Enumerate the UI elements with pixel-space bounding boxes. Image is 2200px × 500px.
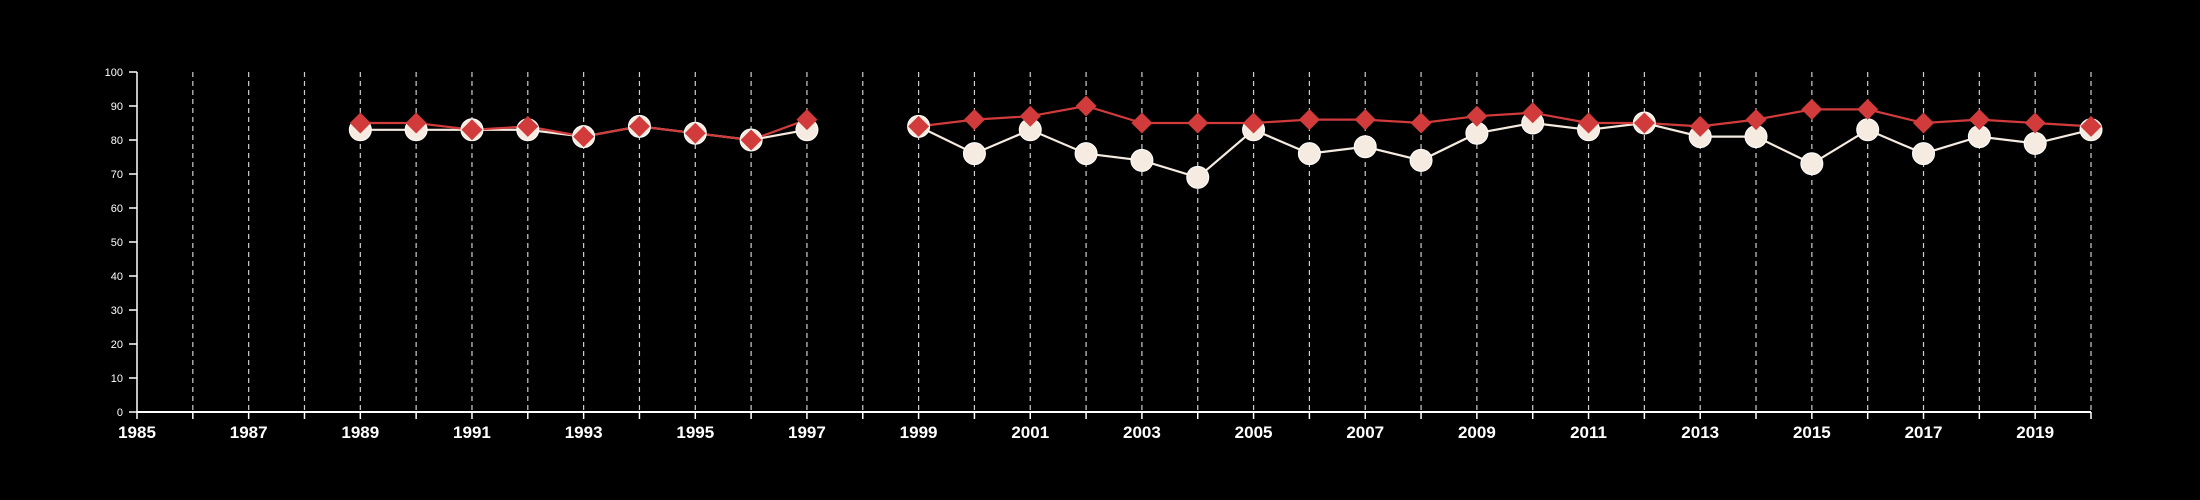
y-tick-label: 50 — [111, 237, 123, 249]
data-point — [1297, 142, 1321, 166]
y-tick-label: 70 — [111, 169, 123, 181]
x-tick-label: 2007 — [1346, 423, 1384, 442]
data-point — [1354, 109, 1376, 131]
y-tick-label: 0 — [117, 407, 123, 419]
data-point — [1466, 105, 1488, 127]
data-point — [1298, 109, 1320, 131]
data-point — [349, 112, 371, 134]
series-2-markers — [349, 95, 2102, 151]
x-tick-label: 2003 — [1123, 423, 1161, 442]
data-point — [1633, 112, 1655, 134]
data-point — [1800, 152, 1824, 176]
data-point — [1410, 112, 1432, 134]
data-point — [1019, 105, 1041, 127]
data-point — [908, 115, 930, 137]
x-tick-label: 2001 — [1011, 423, 1049, 442]
data-point — [1131, 112, 1153, 134]
data-point — [1857, 98, 1879, 120]
data-point — [628, 115, 650, 137]
data-point — [963, 109, 985, 131]
data-point — [1578, 112, 1600, 134]
data-point — [684, 122, 706, 144]
data-point — [1074, 142, 1098, 166]
data-point — [796, 109, 818, 131]
y-tick-label: 30 — [111, 305, 123, 317]
y-tick-label: 40 — [111, 271, 123, 283]
y-tick-label: 100 — [105, 67, 123, 79]
data-point — [740, 129, 762, 151]
data-point — [1353, 135, 1377, 159]
x-tick-label: 1991 — [453, 423, 491, 442]
x-tick-label: 1997 — [788, 423, 826, 442]
x-tick-label: 2011 — [1570, 423, 1607, 442]
data-point — [1801, 98, 1823, 120]
y-tick-label: 20 — [111, 339, 123, 351]
x-tick-label: 1987 — [230, 423, 268, 442]
data-point — [1409, 148, 1433, 172]
data-point — [2024, 112, 2046, 134]
y-tick-label: 60 — [111, 203, 123, 215]
x-tick-label: 2009 — [1458, 423, 1496, 442]
data-point — [1075, 95, 1097, 117]
data-point — [962, 142, 986, 166]
data-point — [1913, 112, 1935, 134]
data-point — [1187, 112, 1209, 134]
data-point — [1689, 115, 1711, 137]
data-point — [2023, 131, 2047, 155]
data-point — [1130, 148, 1154, 172]
data-point — [1745, 109, 1767, 131]
data-point — [2080, 115, 2102, 137]
data-point — [1856, 118, 1880, 142]
data-point — [517, 115, 539, 137]
data-point — [1522, 102, 1544, 124]
data-point — [1912, 142, 1936, 166]
y-tick-label: 10 — [111, 373, 123, 385]
series-2-line-group — [360, 104, 2092, 142]
series-line — [918, 104, 2092, 128]
x-tick-label: 2019 — [2016, 423, 2054, 442]
series — [348, 95, 2103, 189]
data-point — [405, 112, 427, 134]
axes: 0 10 20 30 40 50 60 70 80 90 100 1985 1987 1989 1991 19… — [105, 67, 2092, 442]
x-tick-label: 2005 — [1235, 423, 1273, 442]
series-1-line-group — [360, 121, 2092, 179]
data-point — [1968, 109, 1990, 131]
y-tick-label: 90 — [111, 101, 123, 113]
x-tick-label: 2017 — [1905, 423, 1943, 442]
x-tick-label: 1993 — [565, 423, 603, 442]
x-tick-label: 2013 — [1681, 423, 1719, 442]
x-tick-label: 1989 — [341, 423, 379, 442]
x-tick-label: 1985 — [118, 423, 156, 442]
data-point — [573, 126, 595, 148]
data-point — [1243, 112, 1265, 134]
x-tick-label: 2015 — [1793, 423, 1831, 442]
series-line — [918, 121, 2092, 179]
data-point — [461, 119, 483, 141]
x-tick-label: 1999 — [900, 423, 938, 442]
y-tick-label: 80 — [111, 135, 123, 147]
data-point — [1186, 165, 1210, 189]
x-tick-label: 1995 — [676, 423, 714, 442]
